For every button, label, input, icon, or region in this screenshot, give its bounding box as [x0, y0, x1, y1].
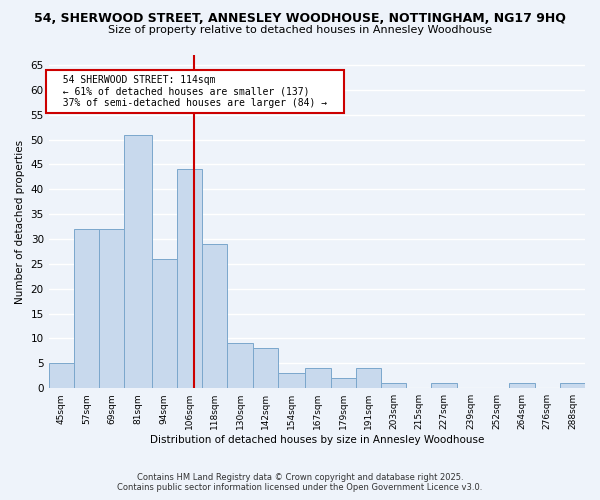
Bar: [227, 344, 253, 388]
Y-axis label: Number of detached properties: Number of detached properties: [15, 140, 25, 304]
Text: 54, SHERWOOD STREET, ANNESLEY WOODHOUSE, NOTTINGHAM, NG17 9HQ: 54, SHERWOOD STREET, ANNESLEY WOODHOUSE,…: [34, 12, 566, 26]
Bar: [124, 134, 152, 388]
Text: Contains HM Land Registry data © Crown copyright and database right 2025.
Contai: Contains HM Land Registry data © Crown c…: [118, 473, 482, 492]
Text: Size of property relative to detached houses in Annesley Woodhouse: Size of property relative to detached ho…: [108, 25, 492, 35]
Bar: [177, 170, 202, 388]
Bar: [331, 378, 356, 388]
Bar: [560, 383, 585, 388]
Bar: [99, 229, 124, 388]
Bar: [74, 229, 99, 388]
Bar: [202, 244, 227, 388]
Text: 54 SHERWOOD STREET: 114sqm
  ← 61% of detached houses are smaller (137)
  37% of: 54 SHERWOOD STREET: 114sqm ← 61% of deta…: [51, 75, 338, 108]
X-axis label: Distribution of detached houses by size in Annesley Woodhouse: Distribution of detached houses by size …: [149, 435, 484, 445]
Bar: [305, 368, 331, 388]
Bar: [253, 348, 278, 388]
Bar: [49, 364, 74, 388]
Bar: [152, 259, 177, 388]
Bar: [431, 383, 457, 388]
Bar: [278, 374, 305, 388]
Bar: [381, 383, 406, 388]
Bar: [356, 368, 381, 388]
Bar: [509, 383, 535, 388]
